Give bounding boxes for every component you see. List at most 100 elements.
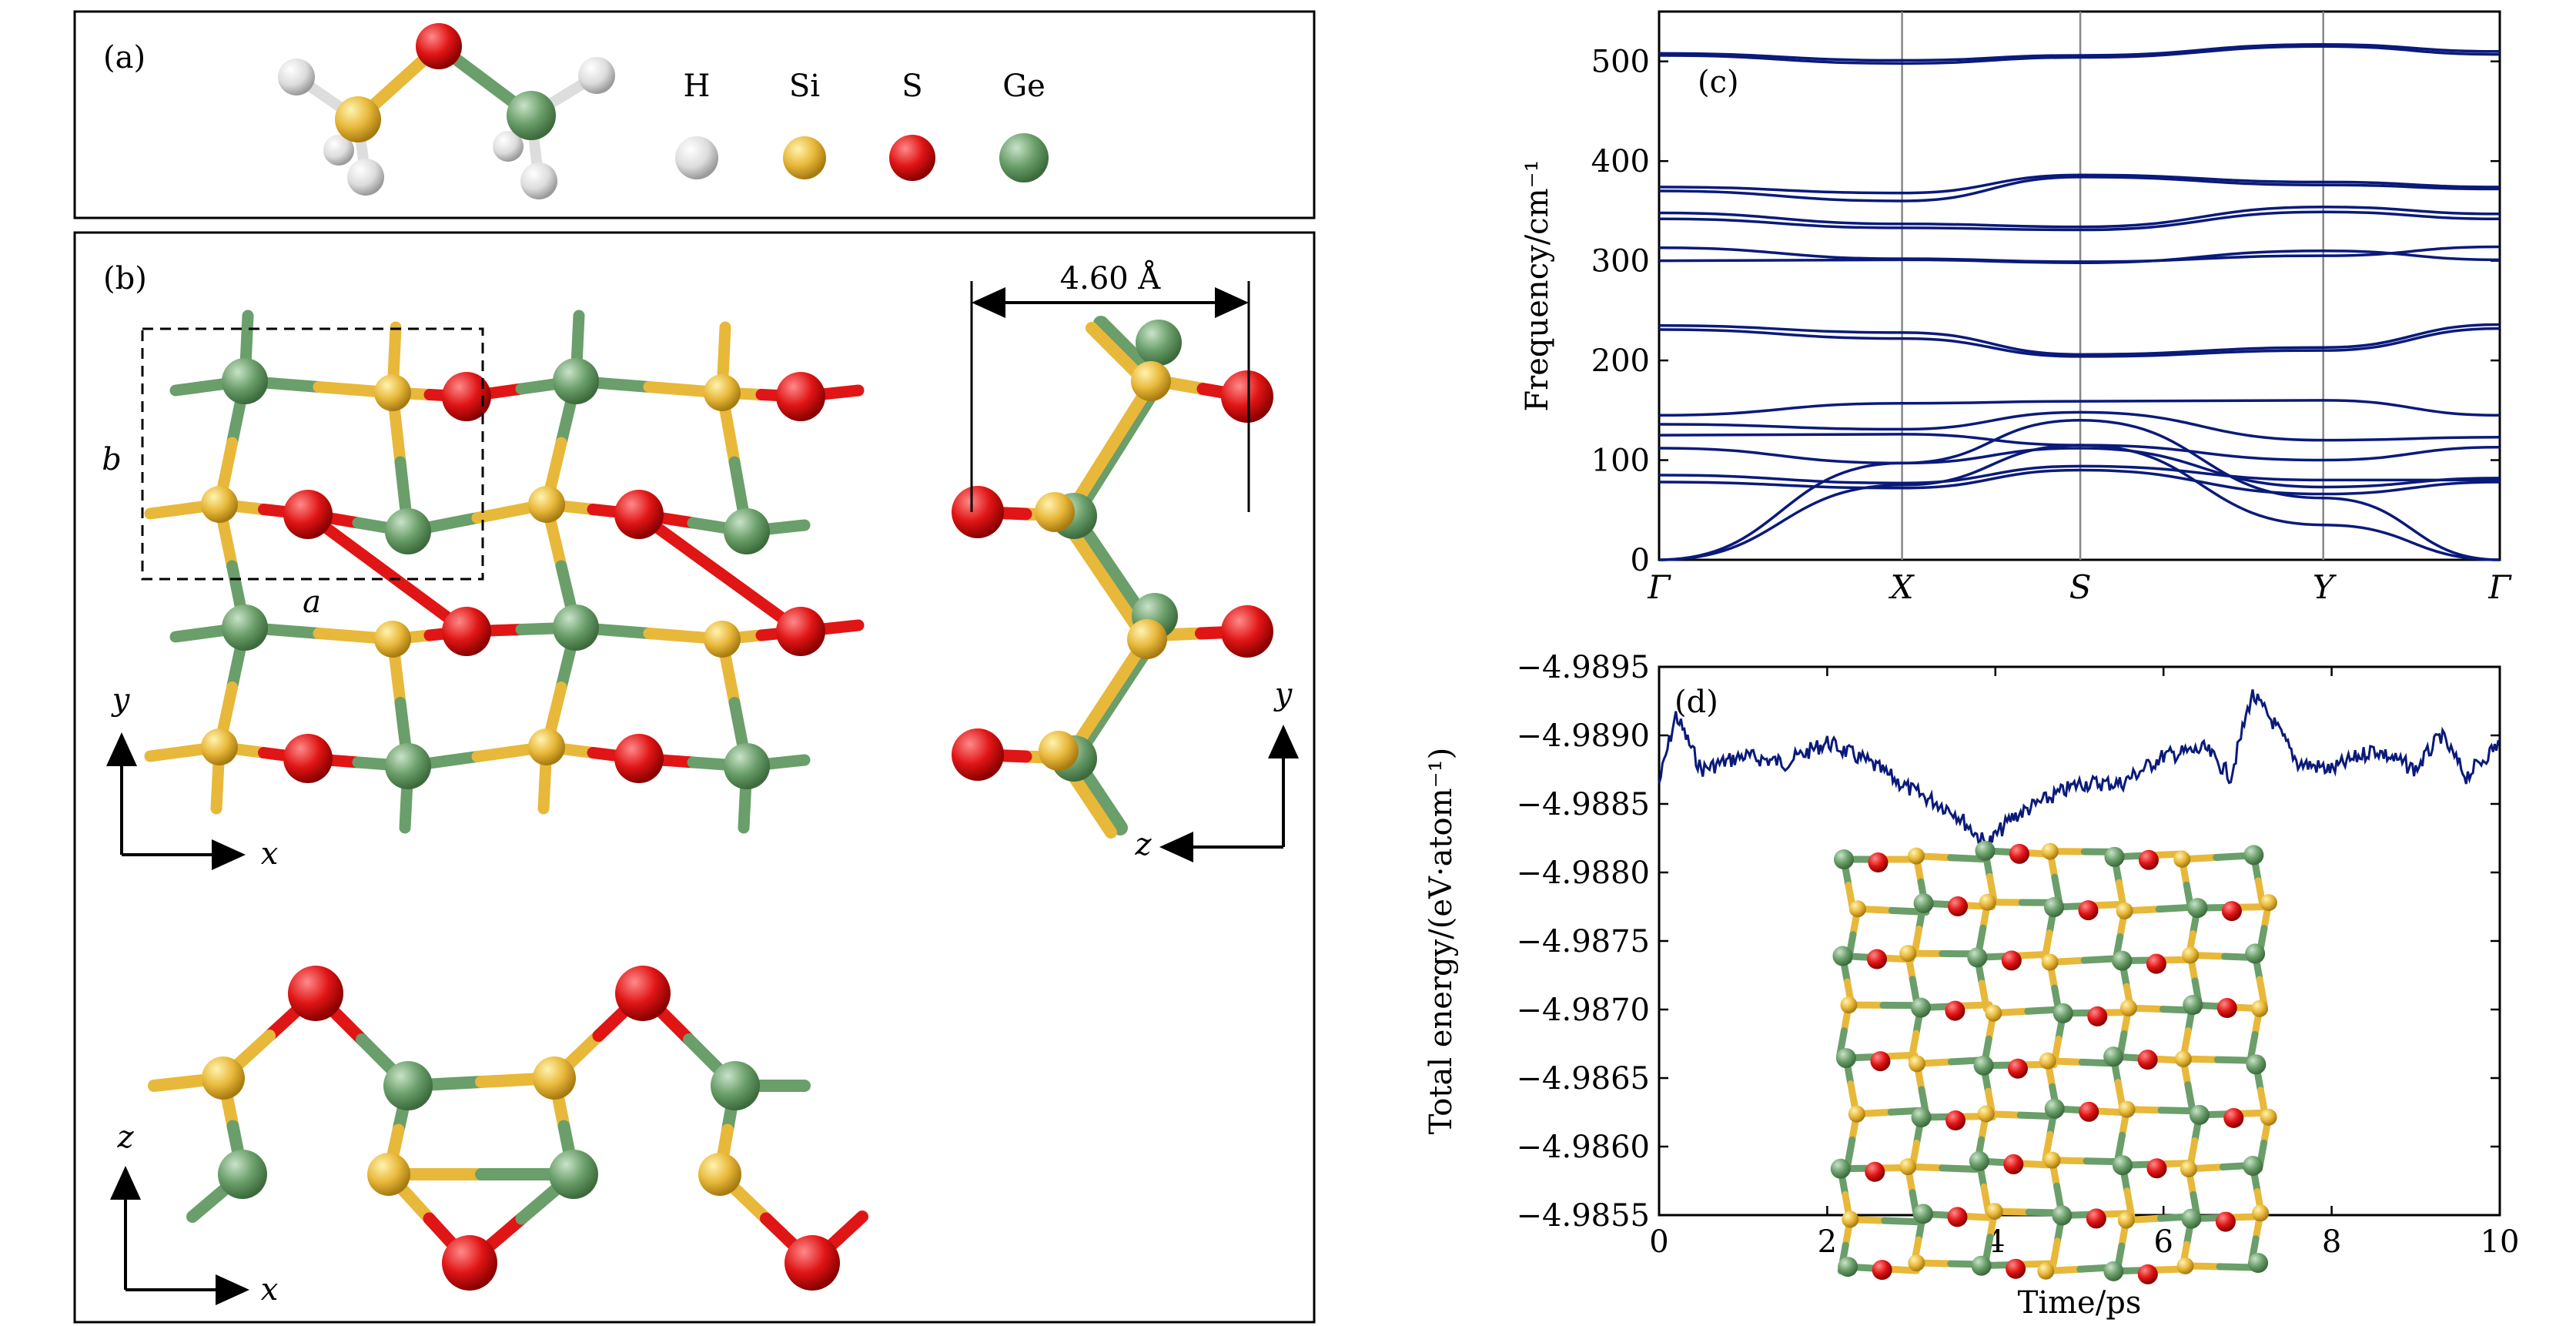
panel-a: (a) H Si S [73,10,1316,219]
atom-s [785,1235,840,1291]
bond-segment [2157,1107,2200,1115]
atom-si [528,486,565,523]
atom-s [1870,1051,1891,1072]
y-tick-label: 400 [1591,144,1650,179]
x-tick-label: Γ [2487,568,2512,606]
atom-si [2039,1052,2056,1070]
atom-s [2216,998,2237,1019]
atom-ge [2103,1261,2124,1281]
chart-d-ticks: −4.9895 −4.9890 −4.9885 −4.9880 −4.9875 −4.98… [1517,650,2520,1260]
y-tick-label: −4.9880 [1517,856,1650,891]
atom-si [1848,900,1866,918]
legend-atom-s [889,135,935,181]
atom-si [201,486,238,523]
atom-s [2221,901,2242,922]
atom-ge [2112,1155,2133,1176]
atom-si [2180,1160,2197,1177]
atom-ge [553,358,599,404]
bond-segment [718,321,731,366]
y-tick-label: −4.9865 [1517,1061,1650,1097]
phonon-branch [1658,419,2501,561]
atom-s [2215,1211,2236,1232]
bond-segment [144,503,191,520]
atom-s [1872,1260,1892,1281]
chart-d-label: (d) [1674,685,1718,720]
panel-a-frame [73,10,1316,219]
atom-ge [1913,893,1934,914]
atom-ge [385,508,431,554]
atom-s [2001,950,2022,971]
y-tick-label: −4.9895 [1517,650,1650,685]
energy-trace [1658,689,2501,854]
atom-ge [2112,950,2133,971]
atom-ge [1832,946,1853,966]
atom-ge [383,1061,433,1110]
bond-segment [2184,1081,2196,1114]
atom-ge [2243,1155,2263,1176]
axes-xz-bottom: z x [110,1120,278,1308]
structure-side-view [952,316,1273,839]
element-legend: H Si S Ge [675,69,1049,182]
atom-si [2119,999,2137,1016]
atom-ge [1971,1255,1992,1276]
axis-y-label-top: y [111,682,131,718]
atom-s [614,734,664,783]
atom-ge [1973,1055,1994,1076]
atom-ge [2245,943,2266,964]
phonon-branch [1658,176,2501,203]
bond-segment [824,384,865,400]
x-tick-label: X [1889,568,1915,606]
atom-si [2252,1204,2270,1222]
atom-ge [1835,1048,1856,1069]
phonon-branch [1658,468,2501,496]
atom-s [614,490,664,539]
x-tick-label: Y [2313,568,2337,606]
atom-si [1979,893,1996,911]
y-tick-label: −4.9870 [1517,993,1650,1028]
atom-s [2008,1058,2029,1079]
bond-segment [1847,1080,1859,1113]
atom-si [1985,1004,2002,1022]
phonon-dispersion-chart: (c) Frequency/cm⁻¹ 0 100 200 300 400 500 Γ X S Y Γ [1520,10,2512,606]
atom-s [2137,1050,2158,1070]
atom-s [1945,1000,1965,1021]
legend-label-si: Si [789,69,820,104]
bond-segment [1939,1164,1980,1173]
phonon-branch [1658,45,2501,65]
atom-s [2086,1208,2106,1229]
atom-si [2260,1108,2277,1126]
atom-ge [2104,846,2125,867]
atom-s [2137,1264,2158,1284]
bond-segment [1089,785,1128,835]
atom-s [1947,1207,1968,1227]
bond-segment [1082,792,1117,839]
atom-s [1221,605,1273,658]
atom-si [2037,1262,2055,1280]
md-energy-chart: (d) Total energy/(eV·atom⁻¹) Time/ps −4.… [1423,650,2519,1321]
legend-label-ge: Ge [1002,69,1045,104]
y-tick-label: −4.9860 [1517,1130,1650,1165]
x-tick-label: S [2069,568,2092,606]
bond-segment [831,1210,868,1246]
atom-ge [1834,849,1854,869]
atom-ge [2246,1054,2267,1075]
atom-s [1945,1110,1966,1130]
panel-a-label: (a) [103,40,146,75]
atom-ge [222,358,268,404]
atom-si [374,374,411,411]
bond-segment [2155,903,2197,913]
y-tick-label: 300 [1591,244,1650,280]
atom-ge [2243,845,2264,866]
atom-s [2138,849,2159,870]
bond-segment [1086,322,1127,363]
chart-d-ylabel: Total energy/(eV·atom⁻¹) [1423,748,1459,1135]
atom-si [2182,946,2200,964]
phonon-branch [1658,249,2501,264]
atom-s [1865,1161,1885,1182]
atom-si [1840,996,1858,1014]
atom-ge [1910,997,1931,1018]
bond-segment [1844,1136,1856,1170]
y-tick-label: 100 [1591,444,1650,479]
chart-c-ylabel: Frequency/cm⁻¹ [1520,159,1555,411]
